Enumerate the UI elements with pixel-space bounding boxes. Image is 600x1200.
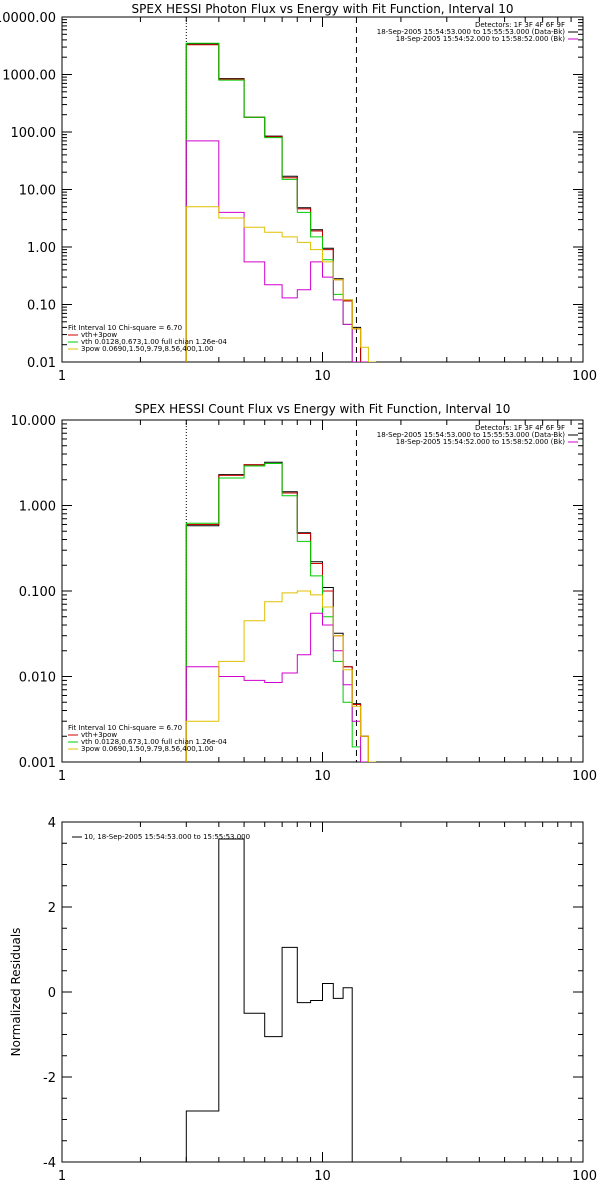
x-tick-label: 1 [58,769,66,784]
legend-entry: vth 0.0128,0.673,1.00 full chian 1.26e-0… [81,338,227,346]
legend-entry: vth+3pow [81,331,117,339]
y-tick-label: 2 [48,901,56,916]
plot-frame [61,419,584,763]
panel-1: SPEX HESSI Photon Flux vs Energy with Fi… [0,2,597,384]
header-line: 18-Sep-2005 15:54:53.000 to 15:55:53.000… [377,431,566,439]
series-line-3 [185,463,376,762]
y-axis-label: Normalized Residuals [9,928,23,1057]
y-tick-label: 1.00 [27,241,56,256]
series-line-4 [185,612,376,762]
series-line-1 [185,43,376,362]
legend-entry: vth 0.0128,0.673,1.00 full chian 1.26e-0… [81,738,227,746]
legend-entry: vth+3pow [81,731,117,739]
x-axis: 1 10 100 [58,822,597,1184]
y-axis: 0.01 0.10 1.00 10.00 100.00 1000.00 10000.00 [0,11,583,371]
x-tick-label: 1 [58,1169,66,1184]
series-line-5 [185,590,376,762]
legend-entry: 10, 18-Sep-2005 15:54:53.000 to 15:55:53… [84,833,250,841]
y-tick-label: 1000.00 [2,69,56,84]
chart-title: SPEX HESSI Count Flux vs Energy with Fit… [135,402,511,416]
y-tick-label: 100.00 [11,126,57,141]
y-tick-label: -2 [43,1071,56,1086]
series-line-3 [185,42,376,362]
x-axis: 1 10 100 [58,420,597,784]
series-line-2 [185,44,376,362]
legend-entry: Fit Interval 10 Chi-square = 6.70 [68,724,182,732]
x-tick-label: 100 [572,369,597,384]
y-tick-label: 0.100 [19,585,56,600]
x-tick-label: 100 [572,1169,597,1184]
x-tick-label: 10 [314,769,331,784]
header-line: Detectors: 1F 3F 4F 6F 9F [475,424,565,432]
plot-frame [61,821,584,1163]
y-axis: -4 -2 0 2 4 [43,816,583,1171]
x-tick-label: 100 [572,769,597,784]
y-tick-label: 4 [48,816,56,831]
y-tick-label: 0.001 [19,756,56,771]
panel-2: SPEX HESSI Count Flux vs Energy with Fit… [11,402,598,784]
y-tick-label: 10.00 [19,184,56,199]
header-line: Detectors: 1F 3F 4F 6F 9F [475,21,565,29]
y-tick-label: 0.10 [27,299,56,314]
y-tick-label: 0 [48,986,56,1001]
series-line-1 [185,838,353,1162]
legend-entry: Fit Interval 10 Chi-square = 6.70 [68,324,182,332]
y-tick-label: -4 [43,1156,56,1171]
header-line: 18-Sep-2005 15:54:52.000 to 15:58:52.000… [396,438,566,446]
panel-3: Normalized Residuals 1 10 100 -4 -2 0 2 4 10, 18-… [9,816,597,1184]
header-line: 18-Sep-2005 15:54:52.000 to 15:58:52.000… [396,35,566,43]
legend-entry: 3pow 0.0690,1.50,9.79,8.56,400,1.00 [81,345,213,353]
y-tick-label: 0.010 [19,671,56,686]
y-tick-label: 0.01 [27,356,56,371]
x-tick-label: 10 [314,369,331,384]
legend-entry: 3pow 0.0690,1.50,9.79,8.56,400,1.00 [81,745,213,753]
plot-frame [61,16,584,363]
x-tick-label: 1 [58,369,66,384]
series-line-5 [185,206,376,362]
series-line-1 [185,461,376,762]
y-axis: 0.001 0.010 0.100 1.000 10.000 [11,414,583,771]
header-line: 18-Sep-2005 15:54:53.000 to 15:55:53.000… [377,28,566,36]
y-tick-label: 1.000 [19,500,56,515]
y-tick-label: 10.000 [11,414,57,429]
x-tick-label: 10 [314,1169,331,1184]
series-line-2 [185,463,376,762]
series-line-4 [185,140,376,362]
y-tick-label: 10000.00 [0,11,56,26]
chart-title: SPEX HESSI Photon Flux vs Energy with Fi… [132,2,514,16]
